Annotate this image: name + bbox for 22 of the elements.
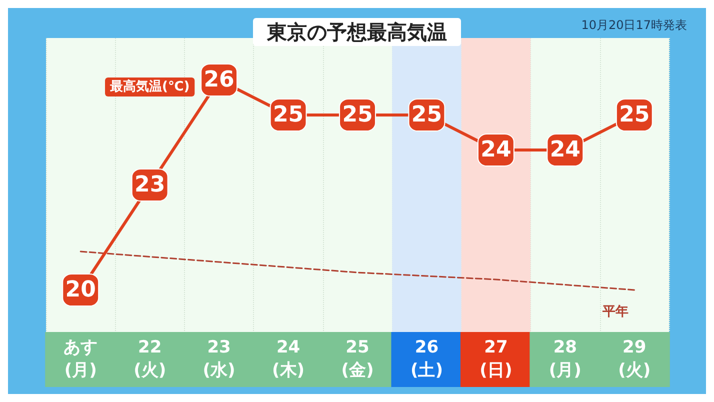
data-label: 25	[342, 102, 373, 128]
data-label: 25	[619, 102, 650, 128]
chart-subtitle: 10月20日17時発表	[581, 18, 688, 32]
series-label: 平年	[601, 304, 628, 320]
data-label: 25	[411, 102, 442, 128]
data-label: 20	[65, 278, 96, 302]
x-tick-label: 22 (火)	[134, 338, 166, 380]
x-tick-label: 25 (金)	[341, 338, 374, 380]
data-label: 25	[272, 102, 304, 128]
data-label: 26	[204, 68, 234, 92]
x-tick-label: 29 (火)	[618, 338, 651, 380]
data-label: 24	[480, 138, 512, 162]
series-label: 最高気温(℃)	[109, 78, 190, 94]
x-tick-label: あす (月)	[64, 338, 98, 380]
chart-title: 東京の予想最高気温	[266, 20, 447, 44]
data-label: 24	[550, 138, 580, 162]
x-tick-label: 23 (水)	[202, 338, 236, 380]
x-tick-label: 26 (土)	[410, 338, 443, 380]
data-label: 23	[134, 172, 166, 198]
x-tick-label: 27 (日)	[480, 338, 512, 380]
x-tick-label: 24 (木)	[272, 338, 305, 380]
x-tick-label: 28 (月)	[548, 338, 582, 380]
